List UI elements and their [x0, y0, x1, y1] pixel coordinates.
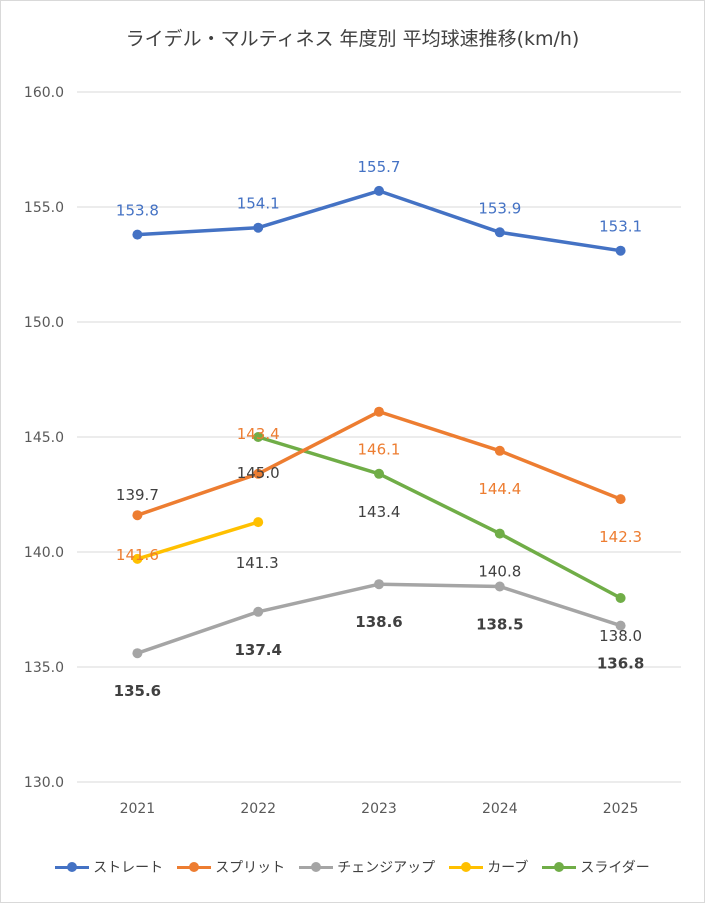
data-label-4-1: 145.0	[237, 464, 280, 482]
data-label-0-0: 153.8	[116, 202, 159, 220]
x-tick-label-2024: 2024	[482, 801, 518, 817]
x-tick-label-2025: 2025	[603, 801, 639, 817]
data-label-1-1: 143.4	[237, 425, 280, 443]
data-label-4-4: 138.0	[599, 627, 642, 645]
data-point-4-1	[253, 432, 264, 442]
data-point-2-1	[253, 606, 264, 617]
data-point-4-3	[494, 528, 505, 539]
legend-item-3: カーブ	[449, 857, 528, 877]
legend-swatch	[449, 860, 484, 874]
legend-item-1: スプリット	[177, 857, 285, 877]
y-tick-label: 130.0	[24, 775, 64, 791]
data-point-1-2	[374, 406, 384, 417]
data-label-3-1: 141.3	[236, 554, 279, 572]
data-point-0-2	[374, 185, 384, 196]
data-point-2-3	[494, 581, 505, 592]
legend-label: チェンジアップ	[337, 860, 436, 876]
data-label-1-2: 146.1	[358, 441, 401, 459]
legend-swatch	[55, 860, 90, 874]
data-point-0-3	[494, 227, 505, 238]
chart-title: ライデル・マルティネス 年度別 平均球速推移(km/h)	[125, 28, 580, 50]
series-line-0	[135, 189, 623, 253]
data-point-4-2	[374, 468, 384, 479]
x-tick-label-2023: 2023	[361, 801, 397, 817]
data-label-0-1: 154.1	[237, 195, 280, 213]
data-point-1-3	[494, 445, 505, 456]
y-tick-label: 155.0	[24, 200, 64, 216]
data-label-1-4: 142.3	[599, 528, 642, 546]
chart-legend: ストレート スプリット チェンジアップ カーブ スライダー	[0, 857, 705, 877]
legend-swatch	[177, 860, 212, 874]
data-point-0-1	[253, 222, 264, 233]
data-point-2-0	[132, 648, 143, 659]
series-line-3	[135, 520, 260, 561]
data-label-2-0: 135.6	[114, 682, 161, 700]
data-label-4-3: 140.8	[478, 563, 521, 581]
y-tick-label: 160.0	[24, 85, 64, 101]
legend-label: ストレート	[93, 860, 164, 876]
data-point-2-2	[374, 579, 384, 590]
y-tick-label: 135.0	[24, 660, 64, 676]
legend-label: カーブ	[487, 860, 529, 876]
legend-item-0: ストレート	[55, 857, 163, 877]
data-point-0-4	[615, 245, 626, 256]
legend-swatch	[299, 860, 334, 874]
legend-swatch	[542, 860, 577, 874]
data-label-4-2: 143.4	[358, 503, 401, 521]
data-point-0-0	[132, 229, 143, 240]
series-line-4	[256, 435, 623, 600]
data-label-1-0: 141.6	[116, 546, 159, 564]
legend-item-4: スライダー	[542, 857, 650, 877]
y-tick-label: 150.0	[24, 315, 64, 331]
data-point-1-0	[132, 510, 143, 521]
data-point-4-4	[615, 593, 626, 603]
y-tick-label: 140.0	[24, 545, 64, 561]
data-label-2-2: 138.6	[355, 613, 402, 631]
data-label-2-3: 138.5	[476, 616, 523, 634]
data-label-2-4: 136.8	[597, 655, 644, 673]
data-point-2-4	[615, 620, 626, 631]
data-point-1-4	[615, 494, 626, 505]
legend-label: スプリット	[215, 860, 286, 876]
x-tick-label-2022: 2022	[240, 801, 276, 817]
data-point-1-1	[253, 468, 264, 479]
data-label-2-1: 137.4	[234, 641, 281, 659]
data-label-0-2: 155.7	[358, 158, 401, 176]
data-label-1-3: 144.4	[478, 480, 521, 498]
series-line-1	[135, 409, 623, 517]
data-point-3-1	[253, 517, 264, 528]
data-point-3-0	[132, 553, 143, 564]
data-label-0-3: 153.9	[478, 199, 521, 217]
legend-item-2: チェンジアップ	[299, 857, 435, 877]
data-label-3-0: 139.7	[116, 486, 159, 504]
x-tick-label-2021: 2021	[120, 801, 156, 817]
data-label-0-4: 153.1	[599, 218, 642, 236]
legend-label: スライダー	[580, 860, 650, 876]
y-tick-label: 145.0	[24, 430, 64, 446]
